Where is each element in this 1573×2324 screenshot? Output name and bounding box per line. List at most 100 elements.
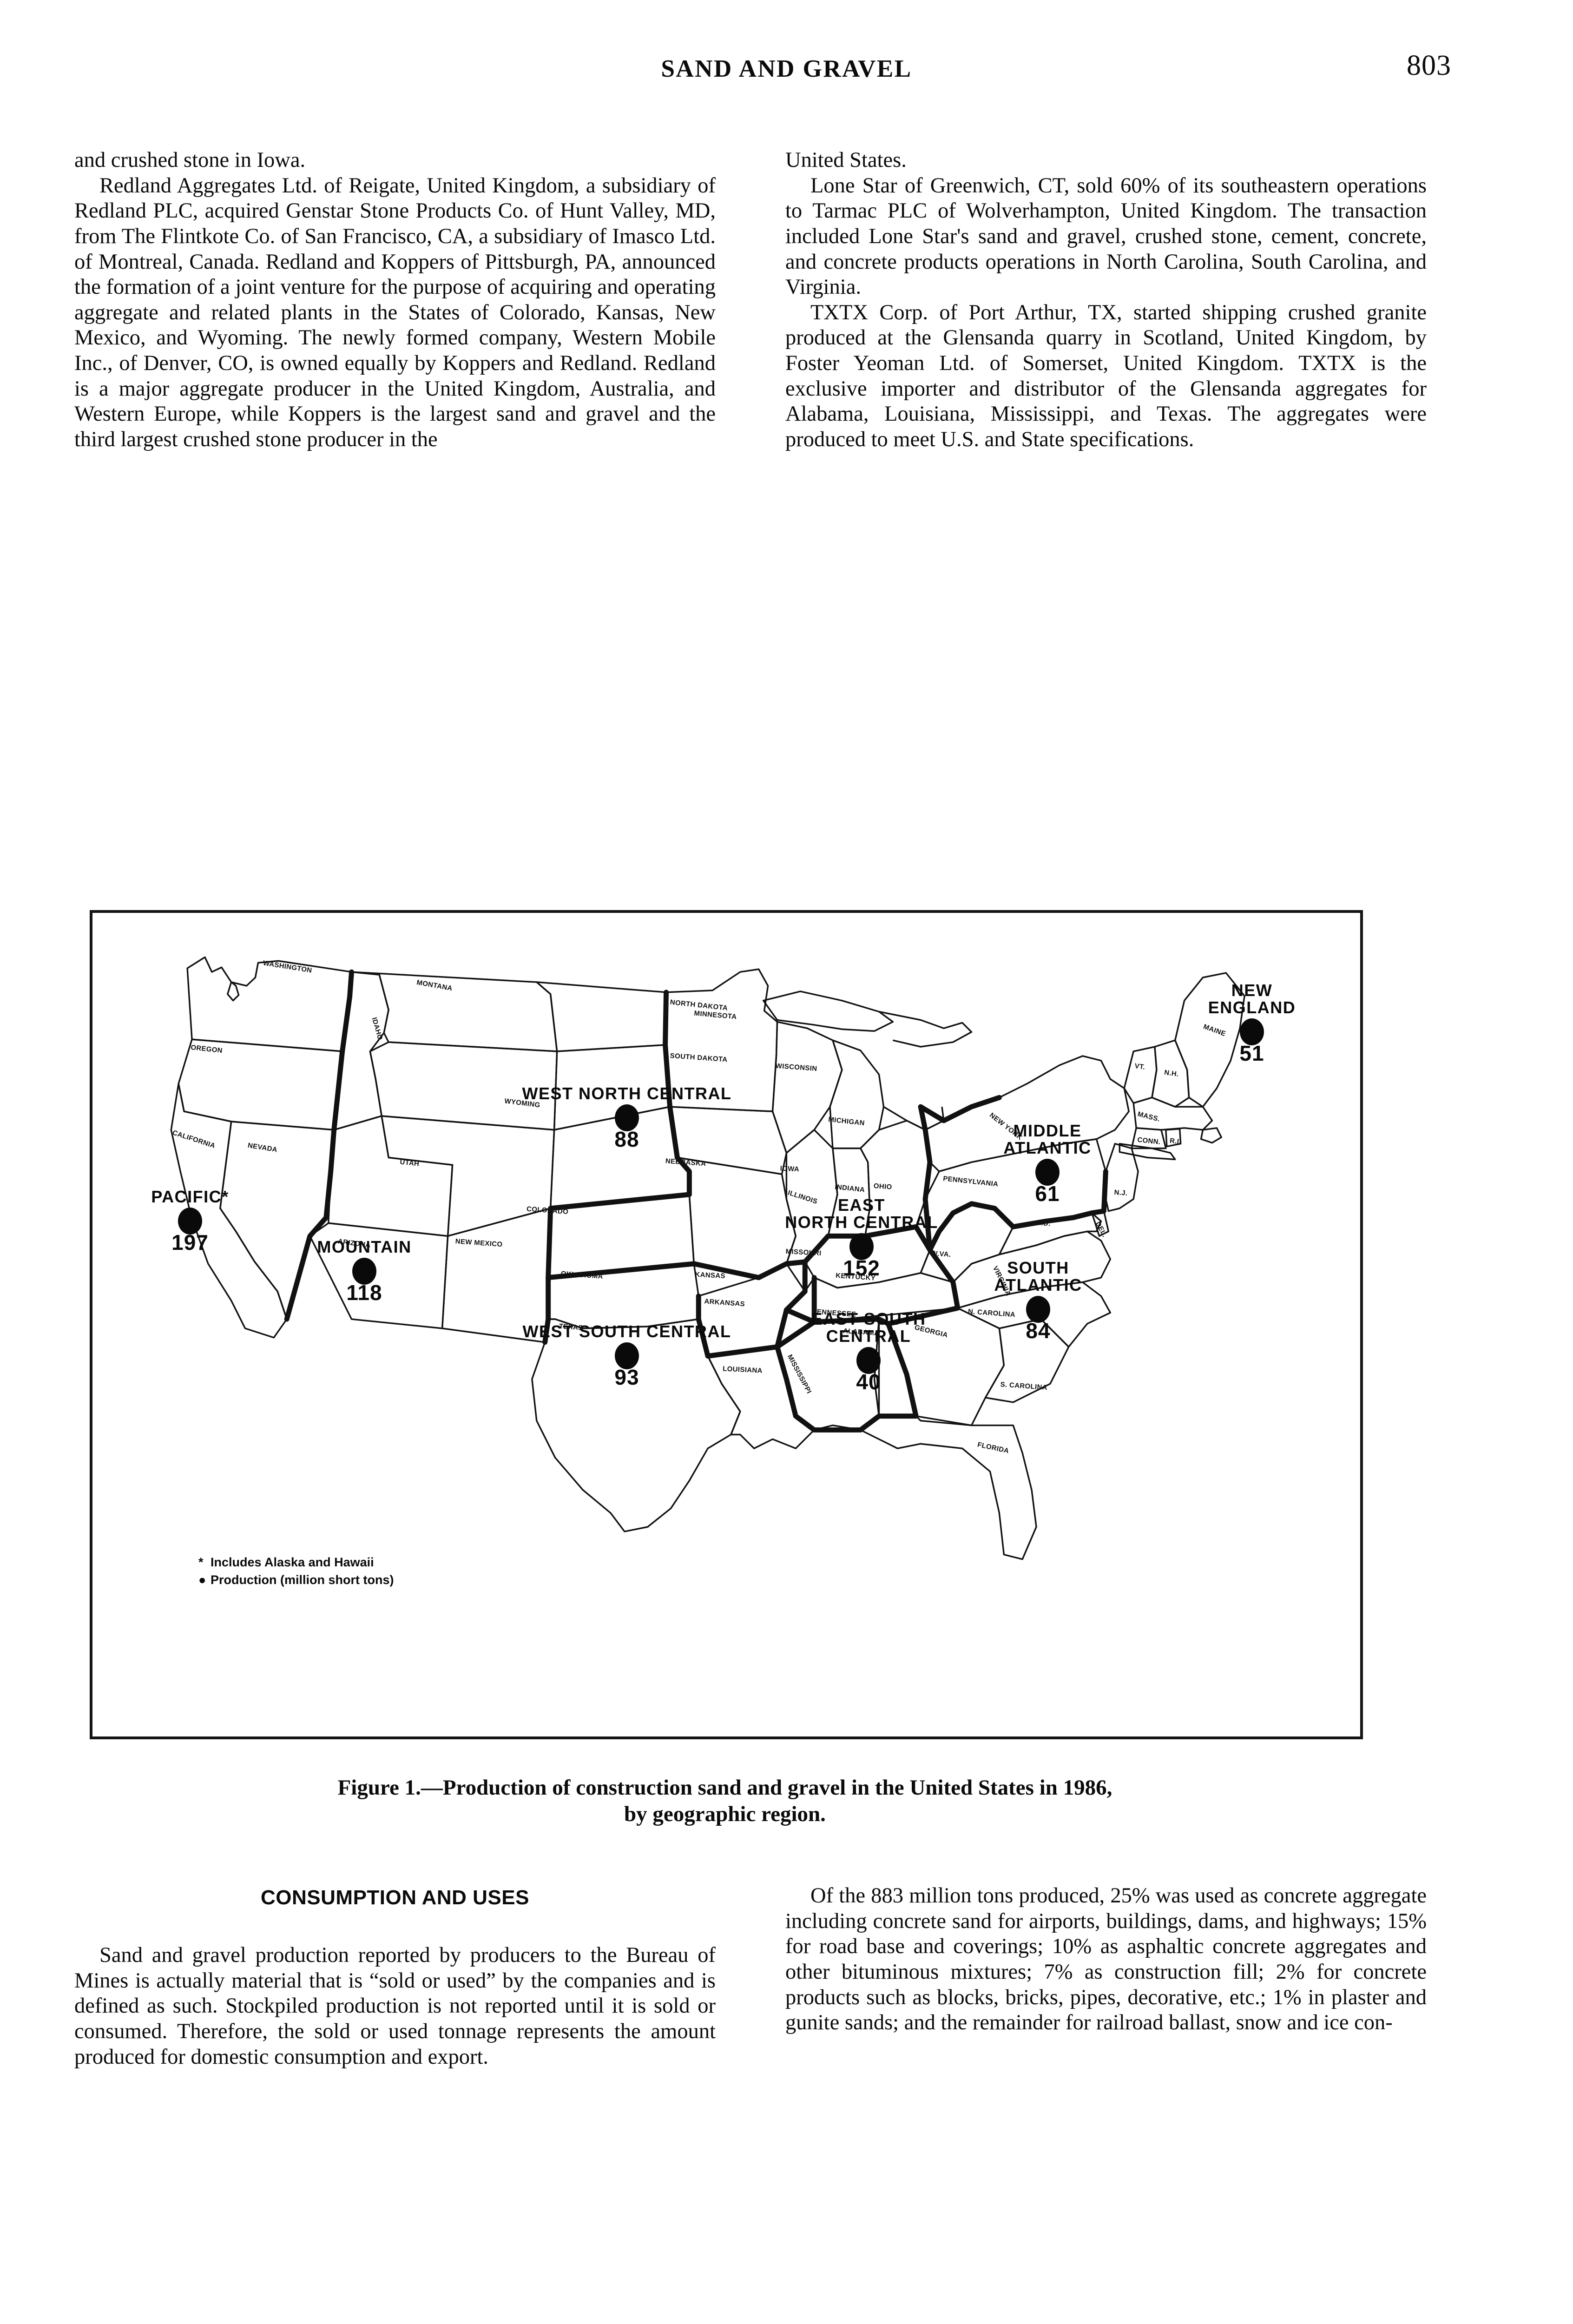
paragraph: Sand and gravel production reported by p… <box>74 1943 716 2069</box>
figure-caption: Figure 1.—Production of construction san… <box>112 1775 1338 1828</box>
region-label: PACIFIC* <box>151 1187 229 1206</box>
svg-text:MD.: MD. <box>1037 1219 1051 1228</box>
production-dot-icon <box>1035 1159 1060 1186</box>
svg-text:WISCONSIN: WISCONSIN <box>775 1063 817 1073</box>
region-south-atlantic: SOUTH ATLANTIC 84 <box>961 1259 1115 1342</box>
filled-circle-icon: ● <box>198 1573 206 1587</box>
figure-caption-line2: by geographic region. <box>624 1802 826 1827</box>
svg-text:OREGON: OREGON <box>191 1044 223 1055</box>
svg-text:CONN.: CONN. <box>1137 1136 1161 1146</box>
svg-text:COLORADO: COLORADO <box>527 1206 569 1216</box>
us-region-map: WASHINGTON OREGON CALIFORNIA NEVADA IDAH… <box>170 956 1245 1560</box>
region-value: 197 <box>171 1230 209 1255</box>
svg-text:TEXAS: TEXAS <box>559 1323 583 1332</box>
article-column-top-right: United States. Lone Star of Greenwich, C… <box>785 148 1427 453</box>
region-value: 51 <box>1239 1041 1264 1066</box>
region-middle-atlantic: MIDDLE ATLANTIC 61 <box>975 1122 1119 1205</box>
map-legend: * Includes Alaska and Hawaii ● Production … <box>198 1553 394 1589</box>
svg-text:MASS.: MASS. <box>1137 1110 1161 1123</box>
svg-text:SOUTH DAKOTA: SOUTH DAKOTA <box>670 1052 728 1064</box>
legend-row-dot: ● Production (million short tons) <box>198 1571 394 1589</box>
paragraph: Of the 883 million tons produced, 25% wa… <box>785 1884 1427 2035</box>
legend-row-asterisk: * Includes Alaska and Hawaii <box>198 1553 394 1571</box>
svg-text:TENNESSEE: TENNESSEE <box>812 1308 856 1318</box>
region-value: 40 <box>856 1370 881 1394</box>
svg-text:NEVADA: NEVADA <box>247 1142 278 1154</box>
svg-text:IOWA: IOWA <box>780 1165 799 1173</box>
region-label: EAST SOUTH <box>811 1309 926 1328</box>
legend-text: Production (million short tons) <box>211 1573 394 1587</box>
paragraph: United States. <box>785 148 907 172</box>
page-number: 803 <box>1407 50 1451 81</box>
svg-text:KANSAS: KANSAS <box>695 1271 725 1280</box>
region-mountain: MOUNTAIN 118 <box>288 1238 441 1304</box>
svg-text:MINNESOTA: MINNESOTA <box>694 1010 737 1021</box>
svg-text:LOUISIANA: LOUISIANA <box>723 1365 763 1374</box>
svg-text:S. CAROLINA: S. CAROLINA <box>1000 1381 1047 1392</box>
svg-text:R.I.: R.I. <box>1169 1137 1181 1146</box>
production-dot-icon <box>1026 1296 1050 1323</box>
production-dot-icon <box>1240 1018 1264 1046</box>
svg-text:ALABAMA: ALABAMA <box>843 1327 880 1337</box>
svg-text:CALIFORNIA: CALIFORNIA <box>171 1129 216 1150</box>
legend-text: Includes Alaska and Hawaii <box>211 1555 374 1569</box>
svg-text:OKLAHOMA: OKLAHOMA <box>560 1270 603 1281</box>
region-value: 84 <box>1026 1319 1051 1343</box>
svg-text:VT.: VT. <box>1134 1063 1146 1071</box>
production-dot-icon <box>615 1104 639 1132</box>
svg-text:NEW MEXICO: NEW MEXICO <box>455 1238 503 1248</box>
production-dot-icon <box>856 1347 881 1374</box>
production-dot-icon <box>352 1258 376 1285</box>
region-pacific: PACIFIC* 197 <box>120 1188 260 1254</box>
figure-caption-line1: Figure 1.—Production of construction san… <box>337 1776 1112 1800</box>
svg-text:UTAH: UTAH <box>400 1158 420 1168</box>
region-west-north-central: WEST NORTH CENTRAL 88 <box>497 1085 757 1150</box>
region-value: 61 <box>1035 1182 1060 1206</box>
paragraph: and crushed stone in Iowa. <box>74 148 306 172</box>
figure-map-container: WASHINGTON OREGON CALIFORNIA NEVADA IDAH… <box>90 910 1363 1739</box>
svg-text:MISSOURI: MISSOURI <box>785 1248 822 1257</box>
region-label: MOUNTAIN <box>317 1237 412 1256</box>
region-label: ATLANTIC <box>1003 1138 1092 1158</box>
region-label: ATLANTIC <box>994 1275 1082 1295</box>
production-dot-icon <box>178 1208 202 1235</box>
article-column-bottom-right: Of the 883 million tons produced, 25% wa… <box>785 1883 1427 2036</box>
region-label: NEW <box>1231 981 1273 1000</box>
svg-text:FLORIDA: FLORIDA <box>977 1441 1010 1455</box>
region-value: 118 <box>346 1281 382 1305</box>
region-east-south-central: EAST SOUTH CENTRAL 40 <box>790 1310 948 1393</box>
section-heading-consumption-and-uses: CONSUMPTION AND USES <box>261 1886 529 1909</box>
article-column-bottom-left: Sand and gravel production reported by p… <box>74 1943 716 2070</box>
production-dot-icon <box>615 1342 639 1370</box>
svg-text:NEBRASKA: NEBRASKA <box>665 1157 706 1168</box>
svg-text:KENTUCKY: KENTUCKY <box>836 1272 876 1282</box>
region-value: 93 <box>614 1365 639 1390</box>
svg-text:W.VA.: W.VA. <box>931 1250 951 1259</box>
region-west-south-central: WEST SOUTH CENTRAL 93 <box>497 1323 757 1388</box>
region-east-north-central: EAST NORTH CENTRAL 152 <box>752 1196 971 1280</box>
region-boundaries <box>284 969 1108 1433</box>
region-label: MIDDLE <box>1013 1121 1082 1140</box>
region-label: CENTRAL <box>826 1327 911 1346</box>
region-label: WEST NORTH CENTRAL <box>522 1084 732 1103</box>
svg-text:ARKANSAS: ARKANSAS <box>704 1298 745 1308</box>
svg-text:MICHIGAN: MICHIGAN <box>828 1116 865 1127</box>
svg-text:IDAHO: IDAHO <box>370 1017 384 1041</box>
region-label: WEST SOUTH CENTRAL <box>522 1322 731 1341</box>
paragraph: Redland Aggregates Ltd. of Reigate, Unit… <box>74 173 716 451</box>
svg-text:INDIANA: INDIANA <box>835 1183 865 1194</box>
region-label: NORTH CENTRAL <box>785 1213 938 1232</box>
region-label: SOUTH <box>1007 1258 1069 1277</box>
running-head: SAND AND GRAVEL <box>661 55 912 82</box>
region-new-england: NEW ENGLAND 51 <box>1175 982 1329 1065</box>
svg-text:N.J.: N.J. <box>1114 1189 1128 1197</box>
region-value: 88 <box>614 1127 639 1152</box>
svg-text:OHIO: OHIO <box>873 1182 892 1191</box>
region-label: ENGLAND <box>1208 998 1296 1017</box>
region-label: EAST <box>837 1195 885 1215</box>
svg-text:N. CAROLINA: N. CAROLINA <box>967 1308 1015 1319</box>
production-dot-icon <box>849 1233 874 1261</box>
article-column-top-left: and crushed stone in Iowa. Redland Aggre… <box>74 148 716 453</box>
page-header: SAND AND GRAVEL 803 <box>0 50 1573 92</box>
asterisk-icon: * <box>198 1555 204 1569</box>
